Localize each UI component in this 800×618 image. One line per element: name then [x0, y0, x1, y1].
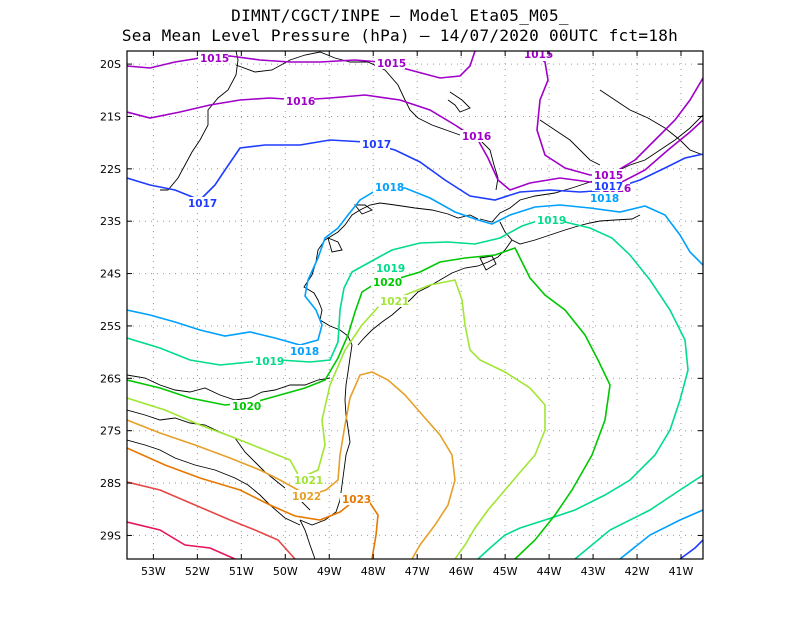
label-1018-b: 1018	[373, 181, 404, 194]
label-1015-d: 1015	[592, 169, 623, 182]
contour-label: 1023	[342, 494, 371, 506]
lon-tick-label: 43W	[581, 565, 606, 578]
label-1021-a: 1021	[292, 474, 323, 487]
lon-tick-label: 51W	[229, 565, 254, 578]
isobar-1015-b	[529, 51, 703, 176]
label-1019-b: 1019	[374, 262, 405, 275]
label-1017-a: 1017	[186, 197, 217, 210]
lat-tick-label: 28S	[100, 477, 121, 490]
label-1017-b: 1017	[360, 138, 391, 151]
isobar-1019-east	[619, 509, 703, 559]
lon-tick-label: 42W	[625, 565, 650, 578]
isobar-1024	[127, 481, 296, 559]
contour-label: 1018	[375, 182, 404, 194]
label-1017-c: 1017	[592, 181, 623, 193]
isobar-1020	[127, 247, 611, 559]
contour-label: 1017	[594, 181, 623, 193]
title-line-1: DIMNT/CGCT/INPE – Model Eta05_M05_	[231, 6, 569, 25]
label-1015-b: 1015	[375, 57, 406, 70]
contour-label: 1017	[362, 139, 391, 151]
contour-label: 1015	[200, 53, 229, 65]
label-1018-a: 1018	[288, 345, 319, 358]
lon-tick-label: 47W	[405, 565, 430, 578]
contour-label: 1020	[373, 277, 402, 289]
isobar-1025	[127, 521, 236, 559]
lat-tick-label: 20S	[100, 58, 121, 71]
lat-tick-label: 25S	[100, 320, 121, 333]
isobar-1021	[127, 279, 546, 559]
contour-label: 1020	[232, 401, 261, 413]
lon-tick-label: 50W	[273, 565, 298, 578]
lat-tick-label: 29S	[100, 529, 121, 542]
label-1019-c: 1019	[535, 214, 566, 227]
lon-tick-label: 44W	[537, 565, 562, 578]
lat-tick-label: 24S	[100, 268, 121, 281]
label-1021-b: 1021	[378, 295, 409, 308]
contour-label: 1021	[294, 475, 323, 487]
contour-label: 1021	[380, 296, 409, 308]
plot-frame	[126, 50, 704, 560]
contour-labels: 1015 1015 1015 1015 1016 1016 1016 1017 …	[186, 49, 631, 506]
contour-label: 1015	[524, 49, 553, 61]
lat-tick-label: 21S	[100, 110, 121, 123]
lat-tick-label: 27S	[100, 425, 121, 438]
contour-label: 1018	[590, 193, 619, 205]
isobar-1015-a	[127, 51, 476, 79]
label-1019-a: 1019	[253, 355, 284, 368]
contour-label: 1019	[255, 356, 284, 368]
contour-label: 1019	[537, 215, 566, 227]
lon-tick-label: 45W	[493, 565, 518, 578]
lon-tick-label: 49W	[317, 565, 342, 578]
lon-tick-label: 48W	[361, 565, 386, 578]
isobar-1019	[127, 219, 689, 559]
contour-label: 1015	[594, 170, 623, 182]
lat-tick-label: 22S	[100, 163, 121, 176]
label-1015-a: 1015	[198, 52, 229, 65]
lon-tick-label: 52W	[185, 565, 210, 578]
contour-label: 1019	[376, 263, 405, 275]
isobar-1018	[127, 187, 703, 346]
contour-label: 1017	[188, 198, 217, 210]
label-1022: 1022	[290, 490, 321, 503]
lon-tick-label: 41W	[669, 565, 694, 578]
isobar-1018-east	[679, 539, 703, 559]
contour-label: 1016	[286, 96, 315, 108]
contour-label: 1016	[462, 131, 491, 143]
lon-tick-label: 46W	[449, 565, 474, 578]
label-1023: 1023	[340, 493, 371, 506]
isobar-1020-east	[574, 474, 703, 559]
lon-tick-label: 53W	[141, 565, 166, 578]
contour-label: 1022	[292, 491, 321, 503]
label-1016-b: 1016	[460, 130, 491, 143]
lat-tick-label: 26S	[100, 372, 121, 385]
label-1020-a: 1020	[230, 400, 261, 413]
isobar-1023	[127, 447, 379, 559]
lat-tick-label: 23S	[100, 215, 121, 228]
contour-label: 1018	[290, 346, 319, 358]
label-1015-c: 1015	[522, 49, 553, 61]
contour-label: 1015	[377, 58, 406, 70]
label-1020-b: 1020	[371, 276, 402, 289]
isobar-1022	[127, 371, 456, 559]
axes: 20S 21S 22S 23S 24S 25S 26S 27S 28S 29S 53W 52W 51W 5…	[100, 51, 703, 578]
title-line-2: Sea Mean Level Pressure (hPa) – 14/07/20…	[121, 26, 679, 45]
label-1018-c: 1018	[588, 192, 619, 205]
label-1016-a: 1016	[284, 95, 315, 108]
